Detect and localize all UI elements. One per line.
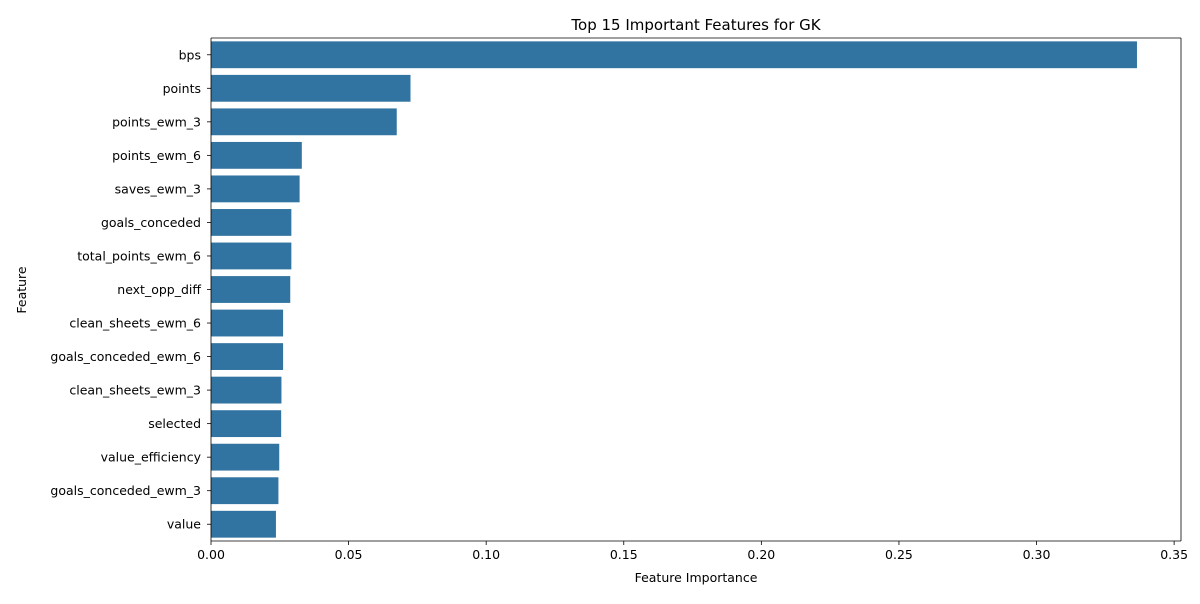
- y-tick-label: bps: [179, 47, 201, 62]
- y-axis-label: Feature: [14, 266, 29, 314]
- y-tick-label: goals_conceded: [101, 215, 201, 230]
- y-tick-labels: bps points points_ewm_3 points_ewm_6 saves_e…: [50, 47, 211, 532]
- y-tick-label: goals_conceded_ewm_3: [50, 483, 201, 498]
- y-tick-label: total_points_ewm_6: [77, 248, 201, 263]
- y-tick-label: next_opp_diff: [117, 282, 201, 297]
- bar-bps: [211, 41, 1137, 69]
- y-tick-label: points_ewm_3: [112, 114, 201, 129]
- x-tick-label: 0.20: [747, 547, 775, 562]
- y-tick-label: clean_sheets_ewm_6: [69, 316, 201, 331]
- bar-selected: [211, 410, 282, 438]
- bar-total-points-ewm-6: [211, 242, 292, 270]
- y-tick-label: clean_sheets_ewm_3: [69, 383, 201, 398]
- bar-next-opp-diff: [211, 276, 291, 303]
- y-tick-label: goals_conceded_ewm_6: [50, 349, 201, 364]
- bar-value-efficiency: [211, 443, 280, 471]
- x-tick-label: 0.30: [1023, 547, 1051, 562]
- chart-title: Top 15 Important Features for GK: [570, 16, 821, 34]
- bar-points-ewm-3: [211, 108, 397, 136]
- bar-clean-sheets-ewm-3: [211, 376, 282, 404]
- bar-goals-conceded: [211, 209, 292, 236]
- x-tick-label: 0.05: [335, 547, 363, 562]
- bar-goals-conceded-ewm-3: [211, 477, 279, 505]
- bar-value: [211, 510, 276, 538]
- y-tick-label: value: [167, 517, 201, 532]
- y-tick-label: points_ewm_6: [112, 148, 201, 163]
- y-tick-label: points: [163, 81, 201, 96]
- y-tick-label: selected: [148, 416, 201, 431]
- x-tick-label: 0.25: [885, 547, 913, 562]
- bar-clean-sheets-ewm-6: [211, 309, 284, 337]
- bars-group: [211, 41, 1137, 538]
- x-tick-label: 0.00: [197, 547, 225, 562]
- y-tick-label: value_efficiency: [101, 450, 202, 465]
- x-ticks: 0.00 0.05 0.10 0.15 0.20 0.25 0.30 0.35: [197, 541, 1188, 562]
- bar-points: [211, 74, 411, 102]
- x-tick-label: 0.10: [472, 547, 500, 562]
- x-tick-label: 0.15: [610, 547, 638, 562]
- bar-goals-conceded-ewm-6: [211, 343, 284, 370]
- bar-saves-ewm-3: [211, 175, 300, 203]
- x-axis-label: Feature Importance: [635, 570, 758, 585]
- y-tick-label: saves_ewm_3: [115, 181, 201, 196]
- bar-points-ewm-6: [211, 141, 302, 169]
- x-tick-label: 0.35: [1160, 547, 1188, 562]
